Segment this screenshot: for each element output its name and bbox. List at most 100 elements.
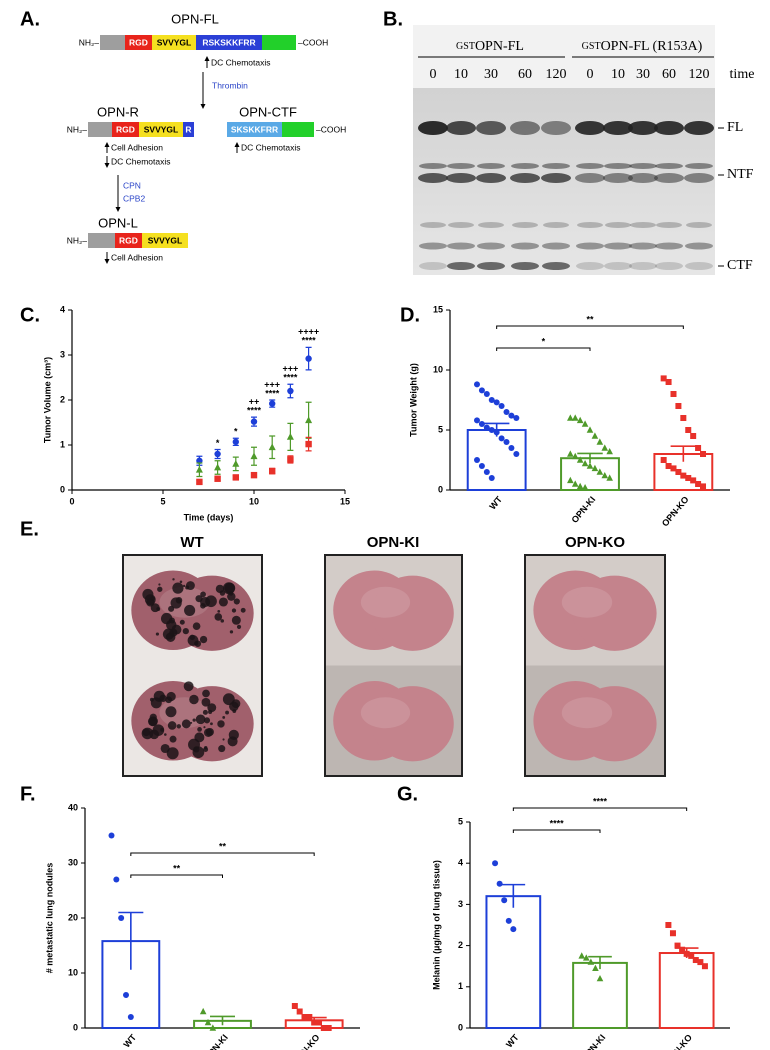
metastasis <box>172 582 184 594</box>
point <box>596 438 604 445</box>
significance-bracket <box>496 325 684 329</box>
domain <box>112 122 139 137</box>
lane-label: 10 <box>454 67 468 82</box>
metastasis <box>231 615 241 625</box>
metastasis <box>160 727 165 732</box>
domain <box>262 35 296 50</box>
domain-label: SVVYGL <box>148 235 182 245</box>
point <box>214 463 222 471</box>
metastasis <box>192 718 196 722</box>
gel-band <box>656 222 682 228</box>
gel-band <box>629 163 657 169</box>
point <box>513 451 520 457</box>
x-tick-label: WT <box>504 1032 521 1050</box>
lung-lobe <box>572 575 657 651</box>
y-tick-label: 20 <box>68 912 78 922</box>
point <box>503 439 510 445</box>
point <box>296 1008 303 1015</box>
effect: DC Chemotaxis <box>211 57 271 67</box>
gel-band <box>629 262 657 270</box>
metastasis <box>192 622 201 630</box>
significance-label: **** <box>593 796 608 806</box>
gel-band <box>576 242 604 250</box>
metastasis <box>203 747 209 752</box>
point <box>204 1018 212 1026</box>
gel-band <box>419 163 447 169</box>
metastasis <box>240 607 246 613</box>
gel-band <box>541 121 571 135</box>
gel-band <box>543 222 569 228</box>
gel-band <box>655 163 683 169</box>
metastasis <box>231 608 237 613</box>
metastasis <box>222 738 225 741</box>
y-tick-label: 5 <box>438 424 443 434</box>
band-label: NTF <box>727 167 754 182</box>
significance-bracket <box>130 874 223 878</box>
point <box>665 922 672 928</box>
photo-label: WT <box>180 534 203 551</box>
metastasis <box>142 728 151 737</box>
y-tick-label: 10 <box>68 967 78 977</box>
gel-band <box>630 222 656 228</box>
point <box>697 959 704 966</box>
point <box>286 433 294 440</box>
gel-band <box>576 262 604 270</box>
point <box>513 415 520 421</box>
y-tick-label: 5 <box>458 816 463 826</box>
gel-band <box>447 163 475 169</box>
metastasis <box>199 635 208 644</box>
point <box>679 946 686 953</box>
metastasis <box>197 727 202 732</box>
point <box>478 421 485 427</box>
point <box>250 452 258 460</box>
significance-label: ** <box>173 863 181 873</box>
metastasis <box>150 603 160 613</box>
significance-label: ** <box>586 314 594 324</box>
significance-label: **** <box>265 388 280 398</box>
point <box>478 463 485 469</box>
y-tick-label: 2 <box>458 940 463 950</box>
metastasis <box>148 717 158 727</box>
point <box>496 880 503 887</box>
error-bar <box>588 955 612 970</box>
metastasis <box>218 597 228 607</box>
point <box>232 474 239 481</box>
point <box>567 414 574 421</box>
metastasis <box>218 745 226 753</box>
point <box>306 1014 313 1020</box>
lane-label: 0 <box>587 67 594 82</box>
gel-band <box>476 121 506 135</box>
gel-band <box>510 121 540 135</box>
point <box>250 471 258 479</box>
y-tick-label: 30 <box>68 857 78 867</box>
point <box>214 450 221 458</box>
y-tick-label: 0 <box>60 484 65 494</box>
point <box>700 483 707 490</box>
effect: Cell Adhesion <box>111 142 163 152</box>
domain-label: RGD <box>116 124 135 134</box>
metastasis <box>183 681 194 692</box>
x-tick-label: 0 <box>69 496 74 506</box>
error-bar <box>118 911 144 970</box>
c-terminus: –COOH <box>298 37 328 47</box>
metastasis <box>171 624 182 635</box>
domain <box>88 122 112 137</box>
point <box>291 1003 298 1009</box>
protein-label: OPN-R <box>97 104 139 119</box>
significance-label: **** <box>302 336 317 346</box>
metastasis <box>168 617 175 624</box>
x-tick-label: OPN-KO <box>663 1032 694 1050</box>
point <box>473 417 480 424</box>
point <box>305 355 312 362</box>
point <box>665 379 672 385</box>
gel-band <box>604 262 632 270</box>
point <box>680 472 687 479</box>
y-tick-label: 0 <box>438 484 443 494</box>
point <box>576 416 584 424</box>
metastasis <box>222 716 226 719</box>
x-tick-label: OPN-KI <box>569 494 597 525</box>
point <box>685 475 692 481</box>
point <box>301 1014 308 1020</box>
domain <box>125 35 152 50</box>
point <box>508 445 515 451</box>
